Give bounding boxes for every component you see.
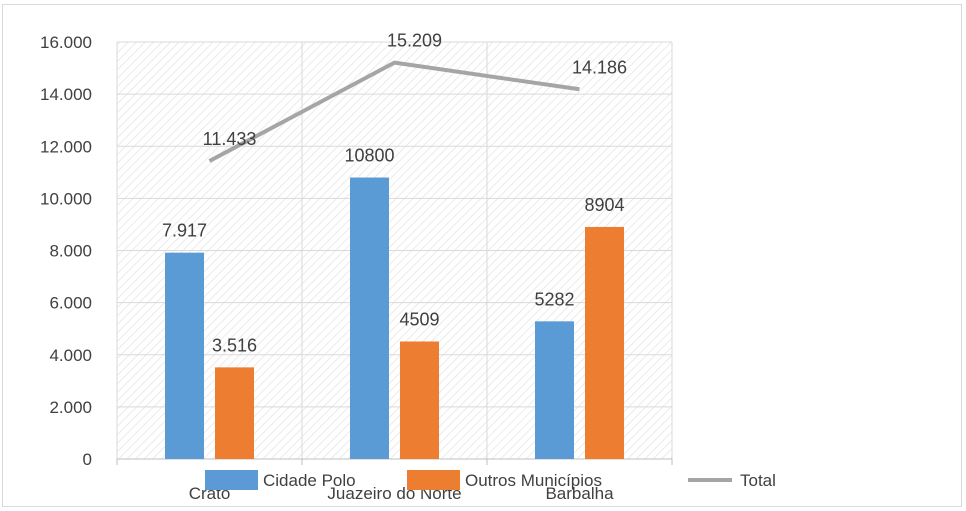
- data-label: 5282: [534, 289, 574, 309]
- y-axis: 0 2.000 4.000 6.000 8.000 10.000 12.000 14.000 1…: [40, 33, 92, 469]
- total-line: [208, 60, 580, 163]
- data-label: 3.516: [212, 335, 257, 355]
- legend-label: Total: [740, 471, 776, 490]
- data-label: 10800: [344, 146, 394, 166]
- data-label: 4509: [399, 309, 439, 329]
- data-label: 7.917: [162, 221, 207, 241]
- legend: Cidade Polo Outros Municípios Total: [205, 470, 776, 490]
- legend-swatch: [407, 470, 460, 490]
- bar: [215, 367, 254, 459]
- y-tick-label: 4.000: [49, 346, 92, 365]
- bar: [400, 341, 439, 459]
- x-tick-label: Barbalha: [545, 484, 614, 503]
- y-tick-label: 10.000: [40, 189, 92, 208]
- y-tick-label: 16.000: [40, 33, 92, 52]
- bar: [585, 226, 624, 459]
- y-tick-label: 2.000: [49, 398, 92, 417]
- data-label: 11.433: [203, 129, 257, 149]
- data-labels: 7.917 10800 5282 3.516 4509 8904 11.433 15.209 1…: [162, 31, 627, 356]
- bar: [535, 321, 574, 459]
- bar: [165, 252, 204, 459]
- legend-swatch: [205, 470, 258, 490]
- y-tick-label: 0: [83, 450, 92, 469]
- legend-label: Cidade Polo: [263, 471, 356, 490]
- bar: [350, 177, 389, 459]
- legend-label: Outros Municípios: [465, 471, 602, 490]
- data-label: 14.186: [572, 57, 627, 77]
- data-label: 15.209: [387, 31, 442, 51]
- y-tick-label: 14.000: [40, 85, 92, 104]
- y-tick-label: 8.000: [49, 242, 92, 261]
- data-label: 8904: [584, 195, 624, 215]
- bar-series: [165, 177, 624, 459]
- y-tick-label: 12.000: [40, 137, 92, 156]
- y-tick-label: 6.000: [49, 294, 92, 313]
- line-series: [208, 60, 580, 163]
